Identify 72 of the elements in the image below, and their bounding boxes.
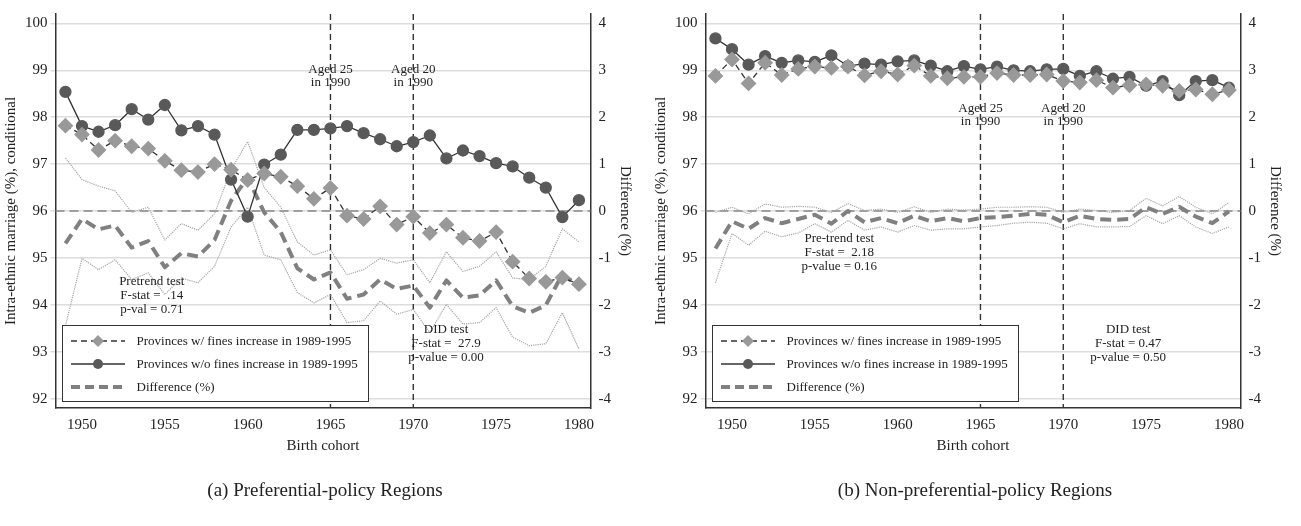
y-tick-label: 97 [32, 155, 48, 172]
x-tick-label: 1950 [717, 415, 747, 432]
annotation: DID test F-stat = 27.9 p-value = 0.00 [408, 320, 484, 364]
x-tick-label: 1960 [882, 415, 913, 432]
y2-tick-label: -3 [598, 342, 611, 359]
ref-line-label: Aged 25 in 1990 [308, 60, 353, 89]
y-tick-label: 100 [675, 14, 698, 31]
y-tick-label: 97 [682, 155, 698, 172]
legend-label: Provinces w/o fines increase in 1989-1995 [786, 355, 1008, 372]
y-tick-label: 94 [32, 295, 48, 312]
legend-label: Difference (%) [786, 378, 865, 395]
x-tick-label: 1970 [1048, 415, 1079, 432]
y2-tick-label: 1 [1248, 155, 1256, 172]
y2-axis-title: Difference (%) [1267, 165, 1285, 257]
y2-tick-label: 2 [1248, 108, 1256, 125]
x-axis-title: Birth cohort [936, 436, 1011, 453]
annotation: Pretrend test F-stat = .14 p-val = 0.71 [119, 273, 185, 317]
x-tick-label: 1975 [481, 415, 512, 432]
y2-tick-label: 4 [598, 14, 607, 31]
y-tick-label: 99 [32, 61, 48, 78]
legend-label: Difference (%) [136, 378, 215, 395]
y-axis-title: Intra-ethnic marriage (%), conditional [651, 96, 669, 326]
y-tick-label: 96 [682, 201, 698, 218]
y-tick-label: 92 [682, 389, 698, 406]
y2-tick-label: -1 [598, 248, 611, 265]
y-tick-label: 93 [32, 342, 48, 359]
y2-tick-label: 1 [598, 155, 606, 172]
y-tick-label: 98 [682, 108, 698, 125]
y2-tick-label: 0 [598, 201, 606, 218]
y-tick-label: 95 [32, 248, 48, 265]
annotation: Pre-trend test F-stat = 2.18 p-value = 0.16 [801, 230, 878, 273]
legend-label: Provinces w/ fines increase in 1989-1995 [786, 332, 1002, 349]
y2-tick-label: -4 [1248, 389, 1262, 406]
y2-tick-label: 3 [1248, 61, 1256, 78]
x-axis-title: Birth cohort [286, 436, 361, 453]
x-tick-label: 1980 [1213, 415, 1244, 432]
x-tick-label: 1965 [315, 415, 346, 432]
y-tick-label: 100 [25, 14, 48, 31]
y-tick-label: 94 [682, 295, 698, 312]
y-tick-label: 92 [32, 389, 48, 406]
y2-tick-label: 0 [1248, 201, 1256, 218]
x-tick-label: 1950 [67, 415, 97, 432]
x-tick-label: 1955 [149, 415, 180, 432]
y-tick-label: 93 [682, 342, 698, 359]
annotation: DID test F-stat = 0.47 p-value = 0.50 [1090, 320, 1166, 364]
y-tick-label: 99 [682, 61, 698, 78]
ref-line-label: Aged 20 in 1990 [391, 60, 436, 89]
ref-line-label: Aged 20 in 1990 [1041, 99, 1086, 128]
legend-label: Provinces w/ fines increase in 1989-1995 [136, 332, 352, 349]
x-tick-label: 1975 [1131, 415, 1162, 432]
ref-line-label: Aged 25 in 1990 [958, 99, 1003, 128]
y2-tick-label: 2 [598, 108, 606, 125]
y2-tick-label: 4 [1248, 14, 1257, 31]
x-tick-label: 1965 [965, 415, 996, 432]
text: (a) Preferential-policy Regions [206, 479, 444, 501]
y-tick-label: 96 [32, 201, 48, 218]
x-tick-label: 1955 [799, 415, 830, 432]
x-tick-label: 1960 [232, 415, 263, 432]
text: (b) Non-preferential-policy Regions [836, 479, 1114, 501]
legend-label: Provinces w/o fines increase in 1989-1995 [136, 355, 358, 372]
x-tick-label: 1980 [563, 415, 594, 432]
y2-tick-label: -4 [598, 389, 612, 406]
y2-tick-label: -1 [1248, 248, 1261, 265]
x-tick-label: 1970 [398, 415, 429, 432]
y-tick-label: 98 [32, 108, 48, 125]
y2-tick-label: -3 [1248, 342, 1261, 359]
y2-tick-label: 3 [598, 61, 606, 78]
y2-tick-label: -2 [598, 295, 611, 312]
y-tick-label: 95 [682, 248, 698, 265]
y2-axis-title: Difference (%) [617, 165, 635, 257]
y2-tick-label: -2 [1248, 295, 1261, 312]
y-axis-title: Intra-ethnic marriage (%), conditional [1, 96, 19, 326]
